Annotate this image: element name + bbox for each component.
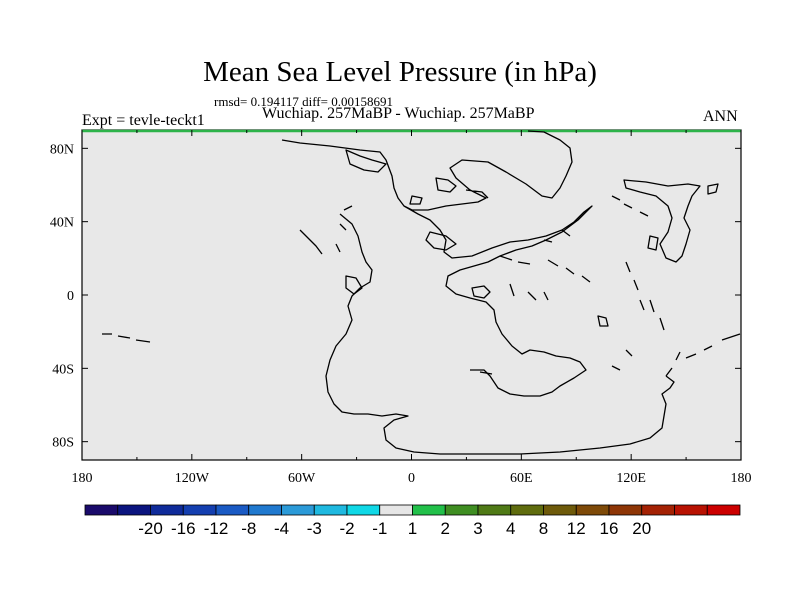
islet-outline <box>299 229 323 255</box>
northern-sea-outline <box>345 149 387 173</box>
map-plot-area: 180 120W 60W 0 60E 120E 180 80N 40N 0 40S 80S <box>50 129 752 486</box>
colorbar-swatch <box>117 504 151 516</box>
colorbar-swatch <box>379 504 413 516</box>
colorbar-swatch <box>84 504 119 516</box>
map-background <box>81 129 742 461</box>
lat-tick-label: 40N <box>50 216 74 231</box>
tethys-island-outline <box>425 231 457 251</box>
colorbar-label: 3 <box>473 519 482 538</box>
comparison-subtitle: Wuchiap. 257MaBP - Wuchiap. 257MaBP <box>262 105 535 122</box>
colorbar-label: -8 <box>241 519 256 538</box>
colorbar-label: -2 <box>339 519 354 538</box>
colorbar-label: -20 <box>138 519 163 538</box>
experiment-label: Expt = tevle-teckt1 <box>82 112 205 129</box>
colorbar-swatch <box>248 504 282 516</box>
asian-block-outline <box>647 235 659 251</box>
lat-tick-label: 80N <box>50 142 74 157</box>
colorbar-swatch <box>346 504 381 516</box>
colorbar-label: -3 <box>307 519 322 538</box>
island-arc <box>665 351 681 377</box>
northern-sea-outline <box>435 177 457 193</box>
lon-tick-label: 0 <box>408 471 415 486</box>
colorbar-label: -16 <box>171 519 196 538</box>
colorbar-label: 1 <box>408 519 417 538</box>
colorbar-swatch <box>706 504 741 516</box>
colorbar-swatch <box>543 504 577 516</box>
island-arc <box>509 283 549 301</box>
colorbar-swatch <box>444 504 479 516</box>
lon-tick-label: 60E <box>510 471 533 486</box>
colorbar-label: 8 <box>539 519 548 538</box>
colorbar-label: 20 <box>632 519 651 538</box>
colorbar-swatch <box>182 504 217 516</box>
colorbar-swatch <box>477 504 512 516</box>
rmsd-diff-stats: rmsd= 0.194117 diff= 0.00158691 <box>214 94 393 109</box>
lat-tick-label: 40S <box>52 362 74 377</box>
colorbar-label: -1 <box>372 519 387 538</box>
lon-tick-label: 180 <box>731 471 752 486</box>
chart-title: Mean Sea Level Pressure (in hPa) <box>203 56 597 88</box>
tethys-island-outline <box>471 285 491 299</box>
tethys-island-outline <box>597 315 609 327</box>
longitude-axis: 180 120W 60W 0 60E 120E 180 <box>72 130 752 486</box>
island-arc <box>625 261 665 331</box>
colorbar-swatch <box>215 504 250 516</box>
lon-tick-label: 60W <box>288 471 316 486</box>
asian-block-outline <box>707 183 719 195</box>
lat-tick-label: 80S <box>52 436 74 451</box>
colorbar-swatch <box>281 504 315 516</box>
lat-tick-label: 0 <box>67 289 74 304</box>
colorbar-swatch <box>412 504 446 516</box>
colorbar-label: -4 <box>274 519 289 538</box>
island-arc <box>685 333 741 359</box>
islet-outline <box>335 205 353 253</box>
asian-block-outline <box>623 179 701 263</box>
northern-sea-outline <box>409 195 423 205</box>
colorbar-swatch <box>510 504 544 516</box>
island-arc <box>611 195 649 217</box>
colorbar-swatch <box>641 504 675 516</box>
coastlines <box>102 130 741 455</box>
colorbar-label: 12 <box>567 519 586 538</box>
season-label: ANN <box>703 108 738 125</box>
island-arc <box>479 229 571 375</box>
islet-outline <box>102 333 151 343</box>
latitude-axis: 80N 40N 0 40S 80S <box>50 142 741 451</box>
colorbar-label: 4 <box>506 519 515 538</box>
colorbar-swatch <box>608 504 643 516</box>
lon-tick-label: 120E <box>616 471 646 486</box>
colorbar-swatch <box>150 504 184 516</box>
colorbar-swatch <box>575 504 610 516</box>
pangea-coastline <box>281 130 675 455</box>
colorbar: -20 -16 -12 -8 -4 -3 -2 -1 1 2 3 4 8 12 16 20 <box>84 504 741 538</box>
colorbar-label: 2 <box>441 519 450 538</box>
island-arc <box>611 349 633 371</box>
colorbar-swatch <box>313 504 348 516</box>
island-arc <box>499 255 591 283</box>
colorbar-swatch <box>674 504 708 516</box>
lon-tick-label: 180 <box>72 471 93 486</box>
lon-tick-label: 120W <box>175 471 210 486</box>
colorbar-label: 16 <box>600 519 619 538</box>
colorbar-label: -12 <box>204 519 229 538</box>
tethys-island-outline <box>345 275 363 295</box>
